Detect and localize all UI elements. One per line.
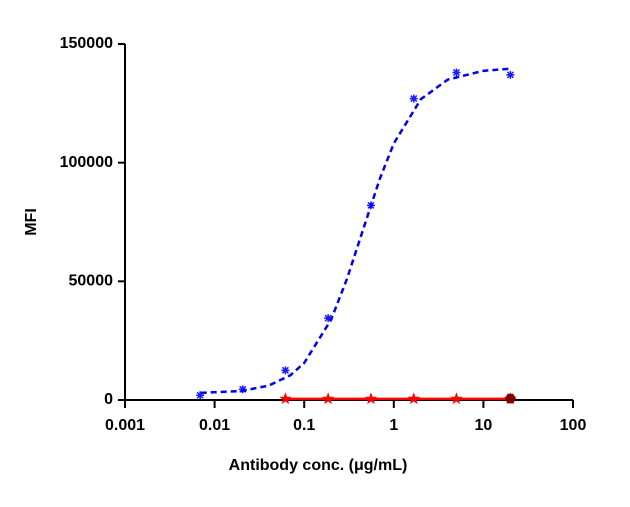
y-tick-label: 100000 — [60, 154, 113, 171]
data-point — [321, 392, 335, 405]
x-tick-label: 1 — [389, 417, 398, 434]
data-point — [506, 70, 515, 79]
x-tick-label: 0.001 — [105, 417, 145, 434]
x-tick-label: 0.1 — [293, 417, 315, 434]
data-point — [452, 68, 461, 77]
x-tick-label: 100 — [560, 417, 587, 434]
x-tick-label: 0.01 — [199, 417, 230, 434]
y-tick-label: 0 — [104, 391, 113, 408]
data-point — [409, 94, 418, 103]
y-tick-label: 150000 — [60, 35, 113, 52]
data-point — [281, 366, 290, 375]
y-tick-label: 50000 — [69, 273, 114, 290]
data-point — [364, 392, 378, 405]
data-point — [279, 392, 292, 405]
y-axis-label: MFI — [23, 208, 40, 236]
data-point — [450, 392, 463, 405]
data-point — [407, 392, 420, 405]
x-tick-label: 10 — [475, 417, 493, 434]
data-point — [238, 385, 247, 394]
data-point — [196, 391, 205, 400]
x-axis-label: Antibody conc. (μg/mL) — [229, 457, 408, 474]
series-line — [200, 67, 511, 395]
data-point — [504, 393, 516, 404]
data-point — [324, 314, 333, 323]
